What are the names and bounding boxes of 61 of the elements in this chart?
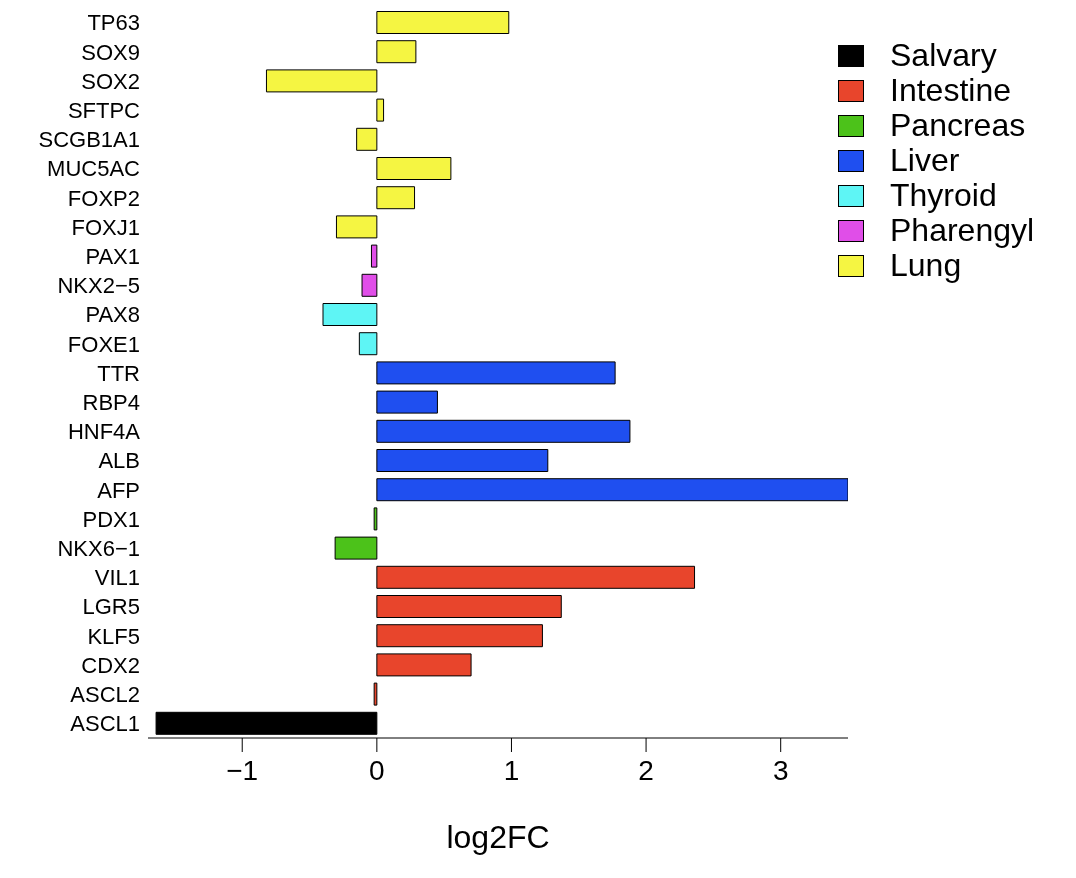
bar bbox=[376, 40, 417, 64]
y-tick-label: TP63 bbox=[87, 10, 140, 36]
legend-label: Salvary bbox=[890, 37, 997, 74]
legend-label: Intestine bbox=[890, 72, 1011, 109]
y-tick-label: KLF5 bbox=[87, 623, 140, 649]
x-tick-label: 3 bbox=[772, 754, 789, 786]
legend-label: Pharengyl bbox=[890, 212, 1035, 249]
y-tick-label: NKX6−1 bbox=[57, 536, 140, 562]
x-tick-label: 2 bbox=[638, 754, 654, 786]
x-tick-label: 1 bbox=[503, 754, 520, 786]
bar bbox=[322, 303, 378, 326]
bar bbox=[376, 390, 438, 414]
bar bbox=[376, 98, 385, 122]
x-axis-title: log2FC bbox=[446, 819, 550, 855]
legend-label: Liver bbox=[890, 142, 960, 179]
bar bbox=[376, 449, 549, 472]
y-tick-label: FOXJ1 bbox=[71, 214, 140, 240]
bar bbox=[376, 11, 510, 34]
y-tick-label: NKX2−5 bbox=[57, 273, 140, 299]
y-tick-label: TTR bbox=[97, 360, 140, 386]
bar bbox=[376, 419, 631, 443]
bar bbox=[265, 69, 378, 93]
y-tick-label: SCGB1A1 bbox=[38, 127, 140, 153]
bar bbox=[376, 595, 562, 618]
bar bbox=[335, 215, 378, 239]
y-tick-label: FOXE1 bbox=[67, 331, 140, 357]
bar bbox=[155, 711, 378, 735]
y-tick-label: VIL1 bbox=[94, 565, 140, 591]
y-tick-label: PDX1 bbox=[82, 506, 140, 532]
y-tick-label: PAX8 bbox=[85, 302, 140, 328]
legend-label: Pancreas bbox=[890, 107, 1026, 144]
bar bbox=[356, 127, 378, 151]
bar bbox=[370, 244, 378, 268]
bar bbox=[376, 157, 452, 180]
y-tick-label: SOX9 bbox=[81, 39, 140, 65]
y-tick-label: AFP bbox=[97, 477, 140, 503]
y-tick-label: ALB bbox=[98, 448, 140, 474]
y-tick-label: MUC5AC bbox=[47, 156, 141, 182]
bar bbox=[376, 624, 543, 648]
x-tick-label: 0 bbox=[369, 754, 385, 786]
y-tick-label: ASCL2 bbox=[70, 682, 140, 708]
y-tick-label: RBP4 bbox=[82, 390, 140, 416]
y-tick-label: LGR5 bbox=[82, 594, 140, 620]
bar bbox=[376, 653, 472, 677]
bar bbox=[334, 536, 378, 560]
legend-label: Thyroid bbox=[890, 177, 997, 214]
bar bbox=[376, 478, 848, 502]
legend-label: Lung bbox=[890, 247, 962, 284]
y-tick-label: SFTPC bbox=[67, 98, 141, 124]
bar bbox=[376, 186, 416, 210]
y-tick-label: ASCL1 bbox=[70, 711, 140, 737]
bar bbox=[358, 332, 378, 356]
bar bbox=[376, 565, 696, 589]
y-tick-label: HNF4A bbox=[67, 419, 141, 445]
y-tick-label: SOX2 bbox=[81, 68, 140, 94]
y-tick-label: PAX1 bbox=[85, 244, 140, 270]
bar bbox=[361, 273, 378, 297]
y-tick-label: FOXP2 bbox=[67, 185, 140, 211]
x-tick-label: −1 bbox=[226, 754, 259, 786]
y-tick-label: CDX2 bbox=[81, 652, 140, 678]
bar bbox=[376, 361, 616, 385]
